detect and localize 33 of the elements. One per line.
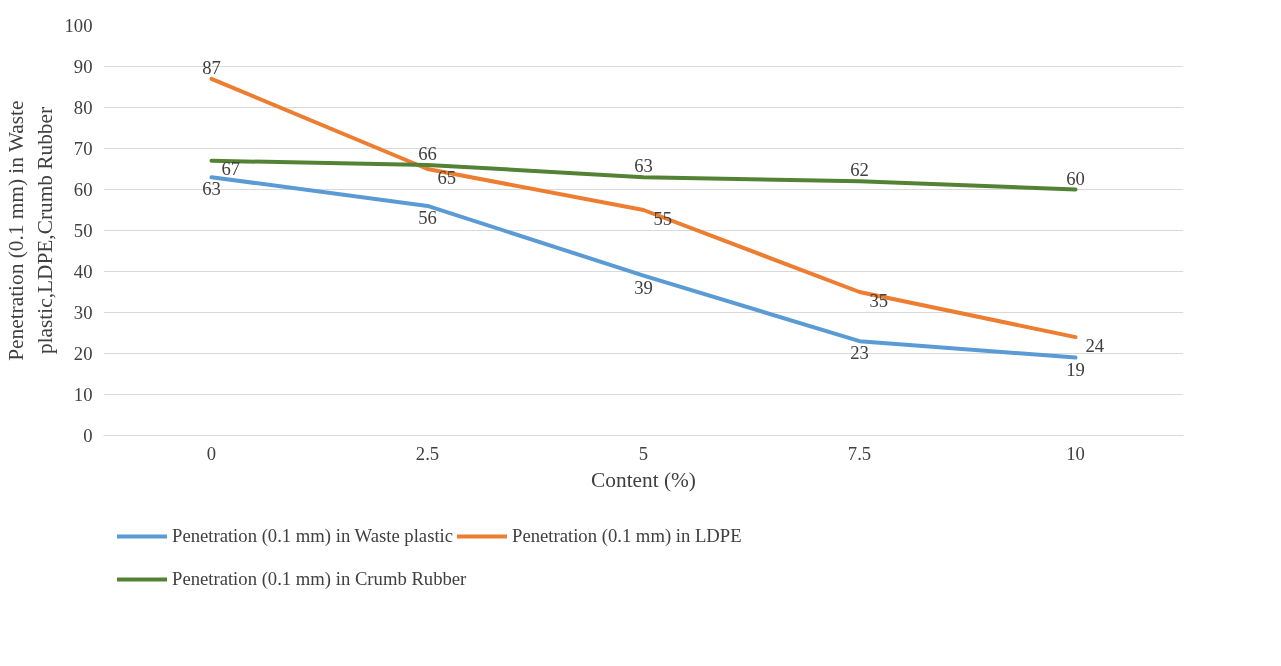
y-tick-label: 60 bbox=[73, 179, 93, 200]
data-label: 63 bbox=[202, 178, 221, 200]
x-axis-title: Content (%) bbox=[591, 467, 696, 492]
y-tick-label: 90 bbox=[73, 56, 93, 77]
y-tick-label: 70 bbox=[73, 138, 93, 159]
x-tick-label: 5 bbox=[638, 442, 649, 464]
x-tick-label: 7.5 bbox=[847, 442, 872, 464]
x-tick-label: 0 bbox=[206, 442, 217, 464]
y-tick-label: 20 bbox=[73, 343, 93, 364]
data-label: 19 bbox=[1066, 358, 1085, 380]
data-label: 87 bbox=[202, 56, 221, 78]
y-tick-label: 50 bbox=[73, 220, 93, 241]
legend-label: Penetration (0.1 mm) in Crumb Rubber bbox=[172, 567, 467, 590]
data-label: 23 bbox=[850, 342, 869, 364]
data-label: 63 bbox=[634, 155, 653, 177]
legend-label: Penetration (0.1 mm) in LDPE bbox=[512, 524, 742, 547]
y-tick-label: 40 bbox=[73, 261, 93, 282]
data-label: 67 bbox=[221, 158, 241, 180]
y-tick-label: 80 bbox=[73, 97, 93, 118]
data-label: 62 bbox=[850, 159, 869, 181]
x-tick-label: 2.5 bbox=[415, 442, 440, 464]
data-label: 60 bbox=[1066, 167, 1085, 189]
data-label: 56 bbox=[418, 206, 437, 228]
data-label: 66 bbox=[418, 142, 437, 164]
y-tick-label: 10 bbox=[73, 384, 93, 405]
data-label: 39 bbox=[634, 276, 653, 298]
x-tick-label: 10 bbox=[1066, 442, 1085, 464]
y-tick-label: 100 bbox=[64, 15, 93, 36]
y-axis-title: Penetration (0.1 mm) in Waste plastic,LDPE,Crumb Rubber bbox=[3, 100, 57, 361]
y-tick-label: 30 bbox=[73, 302, 93, 323]
data-label: 24 bbox=[1085, 334, 1105, 356]
y-tick-label: 0 bbox=[83, 425, 93, 446]
legend-label: Penetration (0.1 mm) in Waste plastic bbox=[172, 524, 454, 547]
